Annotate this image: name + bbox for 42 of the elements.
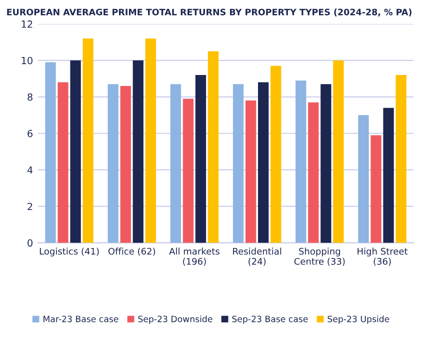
legend-label: Sep-23 Downside	[138, 316, 212, 324]
y-tick-label: 2	[28, 202, 32, 210]
chart-title: EUROPEAN AVERAGE PRIME TOTAL RETURNS BY PROPERTY TYPES (2024-28, % PA)	[7, 8, 412, 16]
bar	[358, 115, 369, 243]
bar	[132, 60, 144, 243]
legend-label: Sep-23 Base case	[232, 316, 308, 324]
bar	[270, 66, 282, 243]
legend-label: Mar-23 Base case	[44, 316, 118, 322]
y-tick-label: 12	[22, 20, 32, 28]
bar	[370, 135, 382, 243]
legend-label: Sep-23 Upside	[328, 316, 390, 324]
x-tick-label: High Street (36)	[358, 248, 408, 266]
bar	[58, 82, 68, 243]
bar	[245, 100, 256, 243]
bar	[320, 84, 332, 243]
bar	[208, 51, 219, 243]
bar	[120, 86, 131, 243]
bar	[145, 38, 156, 243]
y-tick-label: 6	[28, 130, 33, 138]
y-tick-label: 8	[28, 93, 32, 101]
y-tick-label: 4	[27, 166, 33, 174]
bar	[333, 60, 344, 243]
bar	[82, 38, 94, 243]
bar	[232, 84, 244, 243]
bar	[195, 75, 206, 243]
x-tick-label: Logistics (41)	[40, 248, 99, 256]
bar	[383, 108, 394, 243]
y-tick-label: 10	[22, 56, 32, 64]
bar	[70, 60, 81, 243]
bar	[45, 62, 56, 243]
bar	[296, 80, 306, 243]
bar	[396, 75, 406, 243]
bar	[308, 102, 319, 243]
bar	[170, 84, 182, 243]
x-tick-label: Residential (24)	[233, 248, 282, 266]
bar	[182, 98, 194, 243]
bar	[258, 82, 269, 243]
x-tick-label: Office (62)	[108, 248, 156, 256]
x-tick-label: All markets (196)	[169, 248, 220, 266]
y-tick-label: 0	[28, 239, 32, 247]
x-tick-label: Shopping Centre (33)	[294, 248, 345, 266]
bar	[108, 84, 118, 243]
